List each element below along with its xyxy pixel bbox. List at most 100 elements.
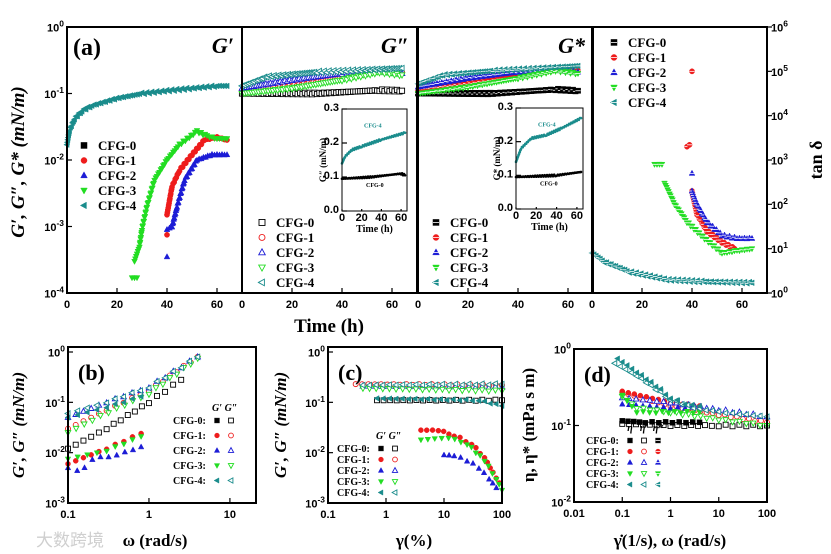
x-tick-label: 0 (64, 299, 70, 311)
inset-ylabel: G″ (mN/m) (318, 138, 328, 182)
y-tick-label: 0.1 (324, 170, 339, 182)
legend-label: CFG-1 (450, 230, 488, 245)
data-point-open (742, 411, 749, 419)
data-point-filled (619, 392, 626, 399)
data-point-filled (619, 400, 626, 407)
x-tick-label: 1 (146, 509, 152, 521)
data-point (658, 161, 666, 168)
data-point (188, 165, 196, 172)
data-point-open (73, 407, 81, 415)
data-point (65, 127, 72, 135)
legend-marker (80, 187, 88, 195)
data-point-filled (418, 396, 424, 403)
legend-label: CFG-4 (450, 275, 489, 290)
data-point (164, 231, 170, 238)
data-point-filled (398, 395, 405, 402)
data-point-open (72, 425, 80, 433)
legend-marker (214, 417, 220, 424)
legend-marker (627, 448, 633, 455)
subplot-title: G″ (381, 33, 409, 58)
x-tick-label: 0.1 (615, 508, 630, 520)
data-point-open (715, 417, 723, 425)
legend-label: CFG-2: (337, 466, 370, 477)
data-point-filled (112, 444, 119, 451)
a_gp-frame (66, 26, 243, 294)
data-point-open (431, 381, 439, 389)
y-tick-label: 0.2 (498, 135, 513, 147)
data-point-filled (84, 452, 91, 459)
data-point (170, 214, 178, 221)
data-point-open (616, 362, 623, 370)
data-point-filled (457, 434, 463, 441)
legend-label: CFG-0 (628, 35, 666, 50)
legend-marker (640, 458, 648, 465)
data-point-open (146, 400, 152, 407)
data-point-filled (477, 453, 484, 460)
data-point-filled (659, 408, 666, 415)
data-point-filled (489, 471, 496, 478)
tick-base: 10 (47, 23, 59, 35)
x-tick-label: 0 (589, 299, 595, 311)
data-point-filled (411, 395, 418, 403)
data-point-open (136, 387, 143, 395)
data-point-filled (642, 420, 649, 426)
x-tick-label: 0 (239, 299, 245, 311)
legend-marker (378, 456, 384, 463)
y-tick-label: 0.3 (498, 101, 513, 113)
data-point-open (621, 365, 629, 373)
data-point-filled (656, 420, 662, 426)
panel-label: (a) (73, 35, 101, 61)
data-point-open (491, 387, 499, 394)
data-point-open (715, 423, 722, 430)
panel-label: (b) (78, 360, 105, 385)
inset-point (350, 149, 354, 152)
y-tick-label: 10-1 (305, 394, 325, 410)
inset-point (367, 143, 370, 147)
legend-marker (627, 437, 633, 444)
data-point-open (749, 412, 756, 420)
data-point-open (735, 418, 743, 426)
legend-marker (640, 481, 647, 488)
legend-label: CFG-4: (586, 480, 619, 491)
tick-exp: 0 (60, 344, 65, 354)
tick-base: 10 (44, 156, 56, 168)
data-point-filled (469, 397, 475, 404)
data-point-filled (74, 454, 81, 461)
data-point-filled (373, 395, 380, 402)
data-point-open (485, 388, 493, 396)
data-point-open (385, 381, 392, 389)
y-tick-label: 103 (771, 152, 788, 168)
tick-base: 10 (771, 67, 783, 79)
data-point (70, 116, 77, 123)
b-xlabel: ω (rad/s) (123, 531, 188, 550)
tick-base: 10 (551, 421, 563, 433)
c-ylabel: G′, G″ (mN/m) (271, 372, 290, 478)
data-point (172, 209, 179, 216)
data-point (223, 82, 230, 90)
legend-marker (392, 445, 398, 452)
y-tick-label: 101 (771, 240, 788, 256)
data-point (398, 87, 406, 94)
data-point-filled (438, 435, 445, 442)
data-point-open (177, 364, 184, 372)
data-point-filled (492, 400, 499, 408)
inset-ylabel: G* (mN/m) (492, 137, 502, 181)
x-tick-label: 100 (758, 508, 776, 520)
y-tick-label: 10-2 (44, 152, 64, 168)
x-tick-label: 0.01 (563, 508, 584, 520)
x-tick-label: 20 (530, 210, 542, 222)
data-point-filled (424, 437, 432, 443)
data-point-filled (111, 400, 118, 408)
data-point-filled (690, 410, 697, 417)
data-point-open (111, 395, 118, 403)
data-point-open (119, 393, 127, 401)
legend-marker (227, 477, 234, 484)
data-point-open (178, 376, 185, 383)
legend-marker (79, 201, 87, 210)
data-point-open (83, 404, 90, 412)
data-point-filled (72, 458, 79, 464)
legend-marker (80, 157, 88, 164)
data-point-filled (463, 457, 471, 464)
inset-point (400, 171, 404, 175)
